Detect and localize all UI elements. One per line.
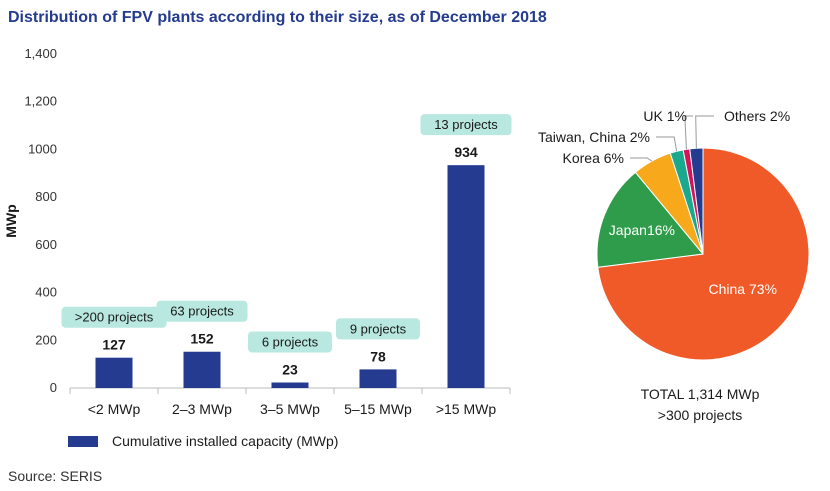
x-category-label: 3–5 MWp xyxy=(260,401,320,417)
pie-leader-line xyxy=(630,157,653,162)
y-tick-label: 1,200 xyxy=(24,94,57,109)
y-tick-label: 800 xyxy=(35,189,57,204)
pie-leader-line xyxy=(695,115,714,149)
bar xyxy=(95,357,133,388)
project-count-badge xyxy=(420,114,512,136)
pie-slice-label: UK 1% xyxy=(643,108,687,124)
bar xyxy=(183,351,221,388)
pie-slice-label: Japan16% xyxy=(609,222,675,238)
legend: Cumulative installed capacity (MWp) xyxy=(68,433,338,449)
chart-title: Distribution of FPV plants according to … xyxy=(8,9,547,26)
bar xyxy=(447,165,485,388)
x-category-label: <2 MWp xyxy=(88,401,141,417)
y-axis-title: MWp xyxy=(3,204,19,237)
y-tick-label: 0 xyxy=(50,380,57,395)
project-count-label: 13 projects xyxy=(434,117,498,132)
project-count-badge xyxy=(336,318,420,340)
bar-value-label: 78 xyxy=(370,348,386,364)
pie-slice-label: Taiwan, China 2% xyxy=(538,129,650,145)
y-tick-label: 1000 xyxy=(28,141,57,156)
x-category-label: 2–3 MWp xyxy=(172,401,232,417)
y-tick-label: 1,400 xyxy=(24,46,57,61)
y-tick-label: 200 xyxy=(35,332,57,347)
legend-label: Cumulative installed capacity (MWp) xyxy=(112,433,339,449)
legend-swatch xyxy=(68,435,98,447)
project-count-label: 6 projects xyxy=(262,335,319,350)
project-count-badge xyxy=(248,331,332,353)
pie-total-projects: >300 projects xyxy=(657,407,743,423)
pie-slice xyxy=(689,147,704,255)
bar xyxy=(359,369,397,388)
project-count-badge xyxy=(156,300,248,322)
x-category-label: >15 MWp xyxy=(436,401,497,417)
source-note: Source: SERIS xyxy=(8,468,103,484)
project-count-badge xyxy=(61,306,167,328)
project-count-label: >200 projects xyxy=(75,310,154,325)
pie-leader-line xyxy=(684,115,693,150)
bar-value-label: 934 xyxy=(454,144,478,160)
x-category-label: 5–15 MWp xyxy=(344,401,412,417)
project-count-label: 9 projects xyxy=(350,321,407,336)
bar-value-label: 23 xyxy=(282,362,298,378)
bar-value-label: 127 xyxy=(102,337,126,353)
project-count-label: 63 projects xyxy=(170,304,234,319)
pie-total-capacity: TOTAL 1,314 MWp xyxy=(640,386,760,402)
y-tick-label: 600 xyxy=(35,237,57,252)
pie-slice-label: Others 2% xyxy=(724,108,790,124)
pie-slice-label: Korea 6% xyxy=(563,150,624,166)
pie-slice-label: China 73% xyxy=(709,281,778,297)
bar xyxy=(271,382,309,388)
pie-slice xyxy=(596,171,704,268)
pie-leader-line xyxy=(656,136,678,152)
y-tick-label: 400 xyxy=(35,285,57,300)
bar-value-label: 152 xyxy=(190,331,214,347)
pie-total: TOTAL 1,314 MWp >300 projects xyxy=(600,384,800,426)
